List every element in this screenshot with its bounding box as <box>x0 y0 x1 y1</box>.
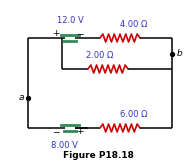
Text: 12.0 V: 12.0 V <box>57 16 83 25</box>
Text: +: + <box>52 30 60 39</box>
Text: 6.00 Ω: 6.00 Ω <box>120 110 148 119</box>
Text: −: − <box>52 127 60 136</box>
Text: b: b <box>177 49 183 58</box>
Text: a: a <box>18 93 24 102</box>
Text: 8.00 V: 8.00 V <box>51 141 77 150</box>
Text: +: + <box>76 127 84 136</box>
Text: −: − <box>76 30 84 39</box>
Text: Figure P18.18: Figure P18.18 <box>63 152 133 161</box>
Text: 4.00 Ω: 4.00 Ω <box>120 20 148 29</box>
Text: 2.00 Ω: 2.00 Ω <box>86 51 114 60</box>
